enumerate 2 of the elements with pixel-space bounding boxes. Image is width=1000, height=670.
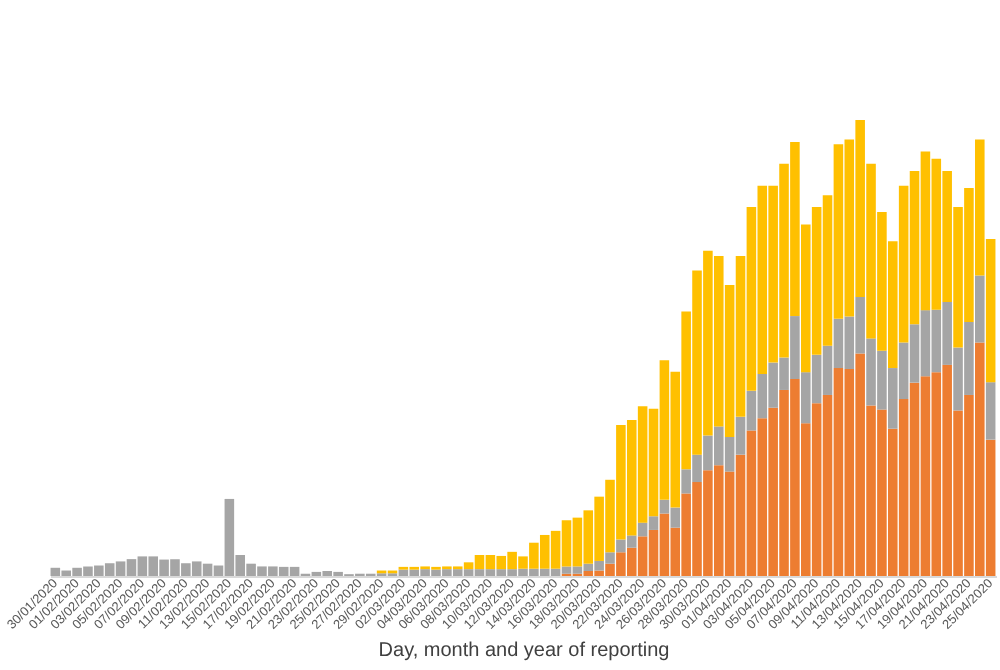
x-axis-title: Day, month and year of reporting	[378, 639, 670, 662]
bar	[985, 382, 996, 440]
